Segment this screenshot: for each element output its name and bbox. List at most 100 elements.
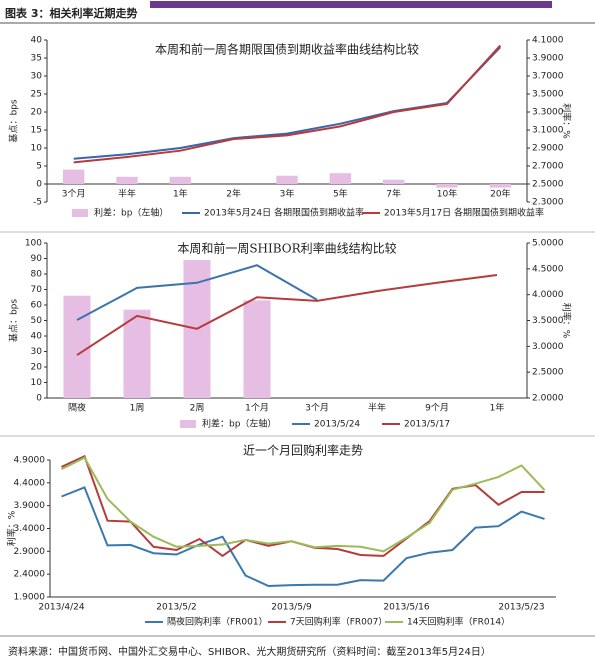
y-tick-label: 40	[31, 36, 43, 46]
y-tick-label: 100	[25, 239, 42, 249]
chart-title: 本周和前一周SHIBOR利率曲线结构比较	[177, 241, 396, 256]
line	[76, 274, 498, 356]
y2-tick-label: 5.0000	[532, 239, 564, 249]
legend-label: 利差：bp（左轴）	[202, 418, 276, 430]
y2-tick-label: 3.0000	[532, 342, 564, 352]
x-tick-label: 1年	[173, 188, 188, 200]
y2-axis-label: 利率：%	[561, 303, 573, 339]
legend-label: 隔夜回购利率（FR001）	[167, 616, 268, 628]
x-tick-label: 7年	[386, 188, 401, 200]
y2-tick-label: 2.9000	[532, 144, 564, 154]
y2-tick-label: 2.5000	[532, 180, 564, 190]
y2-tick-label: 3.7000	[532, 72, 564, 82]
y2-tick-label: 4.0000	[532, 290, 564, 300]
header-bar	[150, 1, 552, 8]
bar	[436, 184, 458, 188]
x-tick-label: 半年	[368, 402, 386, 414]
x-tick-label: 2013/5/23	[498, 603, 544, 613]
y2-tick-label: 2.3000	[532, 198, 564, 208]
y2-tick-label: 3.9000	[532, 54, 564, 64]
y-axis-label: 基点：bps	[8, 299, 20, 342]
y-tick-label: 3.4000	[14, 524, 46, 534]
x-tick-label: 1年	[490, 402, 505, 414]
x-tick-label: 隔夜	[68, 402, 86, 414]
y-tick-label: 25	[31, 90, 42, 100]
chart-title: 近一个月回购利率走势	[243, 443, 363, 458]
y-tick-label: 2.9000	[14, 547, 46, 557]
y-tick-label: 5	[36, 162, 42, 172]
legend-label: 2013/5/17	[404, 420, 450, 430]
y2-tick-label: 3.3000	[532, 108, 564, 118]
y-tick-label: -5	[33, 198, 42, 208]
y-tick-label: 60	[31, 301, 43, 311]
y-tick-label: 30	[31, 347, 43, 357]
x-tick-label: 2周	[190, 403, 205, 414]
line	[73, 44, 502, 164]
y2-tick-label: 3.1000	[532, 126, 564, 136]
y2-tick-label: 4.1000	[532, 36, 564, 46]
bar	[329, 173, 351, 184]
bar	[276, 175, 298, 184]
x-tick-label: 20年	[490, 188, 510, 200]
line	[61, 456, 546, 553]
bar	[169, 176, 191, 184]
line	[76, 264, 318, 321]
x-tick-label: 5年	[333, 188, 348, 200]
x-tick-label: 2013/4/24	[38, 603, 84, 613]
x-tick-label: 3个月	[305, 403, 329, 414]
x-tick-label: 1个月	[245, 403, 269, 414]
y-tick-label: 20	[31, 108, 43, 118]
line	[73, 46, 502, 160]
legend-label: 2013年5月17日 各期限国债到期收益率	[384, 207, 544, 219]
y-tick-label: 50	[31, 316, 43, 326]
y-axis-label: 利率：%	[6, 510, 18, 546]
bar	[243, 300, 271, 398]
x-tick-label: 3个月	[62, 189, 86, 200]
y-tick-label: 90	[31, 254, 43, 264]
x-tick-label: 10年	[437, 188, 457, 200]
y-tick-label: 1.9000	[14, 593, 46, 603]
chart-title: 本周和前一周各期限国债到期收益率曲线结构比较	[155, 42, 419, 57]
bar	[489, 184, 511, 188]
y-tick-label: 70	[31, 285, 43, 295]
y-tick-label: 10	[31, 378, 43, 388]
y-tick-label: 10	[31, 144, 43, 154]
x-tick-label: 1周	[130, 403, 145, 414]
legend-swatch	[72, 209, 88, 217]
y-tick-label: 4.9000	[14, 456, 46, 466]
y2-tick-label: 2.0000	[532, 394, 564, 404]
y2-tick-label: 2.7000	[532, 162, 564, 172]
source: 资料来源：中国货币网、中国外汇交易中心、SHIBOR、光大期货研究所（资料时间：…	[8, 645, 491, 658]
x-tick-label: 2013/5/9	[271, 603, 312, 613]
bar	[383, 179, 405, 184]
y2-axis-label: 利率：%	[561, 103, 573, 139]
legend-label: 7天回购利率（FR007）	[290, 616, 387, 628]
y-tick-label: 15	[31, 126, 42, 136]
y-tick-label: 80	[31, 270, 43, 280]
y2-tick-label: 3.5000	[532, 90, 564, 100]
legend-label: 2013/5/24	[314, 420, 360, 430]
y2-tick-label: 4.5000	[532, 264, 564, 274]
bar	[63, 295, 91, 398]
y-tick-label: 35	[31, 54, 42, 64]
header-title: 图表 3：相关利率近期走势	[5, 6, 137, 20]
y2-tick-label: 2.5000	[532, 368, 564, 378]
x-tick-label: 2013/5/16	[383, 603, 429, 613]
legend-label: 利差：bp（左轴）	[94, 207, 168, 219]
legend-swatch	[180, 420, 196, 428]
y2-tick-label: 3.5000	[532, 316, 564, 326]
x-tick-label: 2年	[226, 188, 241, 200]
bar	[116, 176, 138, 184]
y-tick-label: 4.4000	[14, 478, 46, 488]
y-tick-label: 30	[31, 72, 43, 82]
legend-label: 2013年5月24日 各期限国债到期收益率	[204, 207, 364, 219]
bar	[63, 169, 85, 184]
y-tick-label: 3.9000	[14, 501, 46, 511]
x-tick-label: 3年	[280, 188, 295, 200]
line	[61, 454, 545, 558]
y-tick-label: 20	[31, 363, 43, 373]
y-tick-label: 0	[36, 394, 42, 404]
x-tick-label: 半年	[118, 188, 136, 200]
y-tick-label: 2.4000	[14, 570, 46, 580]
